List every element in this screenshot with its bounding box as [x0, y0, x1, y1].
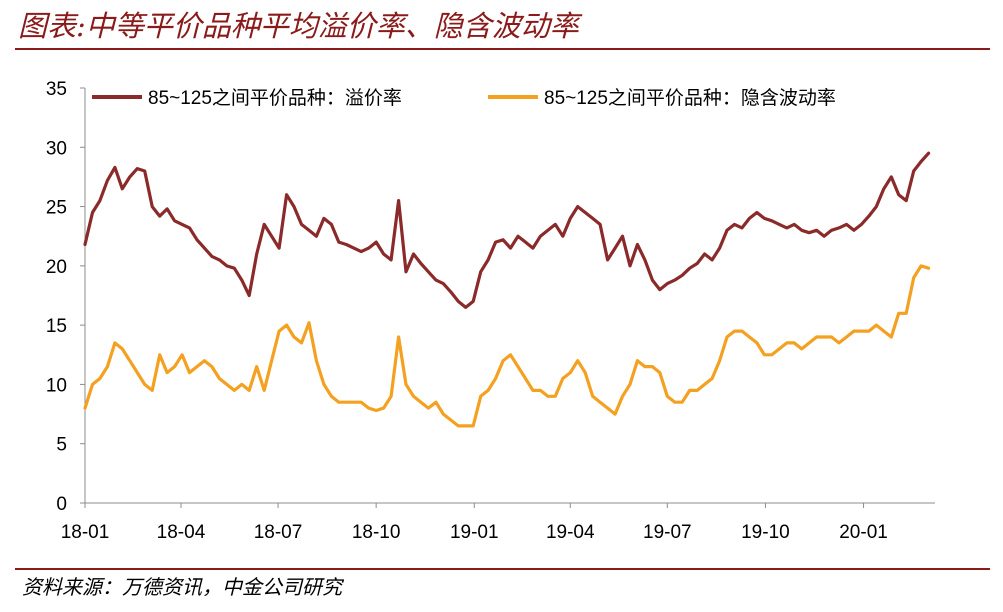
y-tick-label: 15: [46, 316, 67, 337]
source-rule: [15, 568, 990, 570]
series-line-2: [83, 264, 931, 428]
y-tick-label: 10: [46, 375, 67, 396]
y-tick-label: 0: [56, 494, 67, 515]
x-tick-label: 18-10: [352, 522, 401, 543]
y-tick-label: 5: [56, 435, 67, 456]
y-tick-label: 30: [46, 138, 67, 159]
chart-legend: 85~125之间平价品种：溢价率 85~125之间平价品种：隐含波动率: [92, 87, 836, 109]
y-tick-label: 35: [46, 79, 67, 100]
legend-label-2: 85~125之间平价品种：隐含波动率: [544, 87, 836, 109]
title-rule: [15, 48, 990, 50]
line-chart: 0 5 10 15 20 25 30 35 18-01 18-04 18-07 18-10 19-01 1…: [46, 79, 935, 543]
x-tick-label: 18-04: [157, 522, 206, 543]
y-tick-label: 20: [46, 257, 67, 278]
source-note: 资料来源：万德资讯，中金公司研究: [22, 575, 342, 599]
x-tick-label: 19-04: [546, 522, 595, 543]
series-line-1: [83, 151, 931, 309]
x-tick-label: 19-01: [450, 522, 499, 543]
x-tick-label: 18-01: [61, 522, 110, 543]
legend-label-1: 85~125之间平价品种：溢价率: [148, 87, 402, 109]
y-tick-label: 25: [46, 198, 67, 219]
x-tick-label: 19-10: [741, 522, 790, 543]
x-tick-label: 19-07: [643, 522, 692, 543]
x-tick-label: 18-07: [254, 522, 303, 543]
chart-axes: 0 5 10 15 20 25 30 35 18-01 18-04 18-07 18-10 19-01 1…: [46, 79, 935, 543]
chart-lines: [83, 151, 931, 428]
chart-title: 图表:中等平价品种平均溢价率、隐含波动率: [18, 9, 579, 43]
x-tick-label: 20-01: [839, 522, 888, 543]
